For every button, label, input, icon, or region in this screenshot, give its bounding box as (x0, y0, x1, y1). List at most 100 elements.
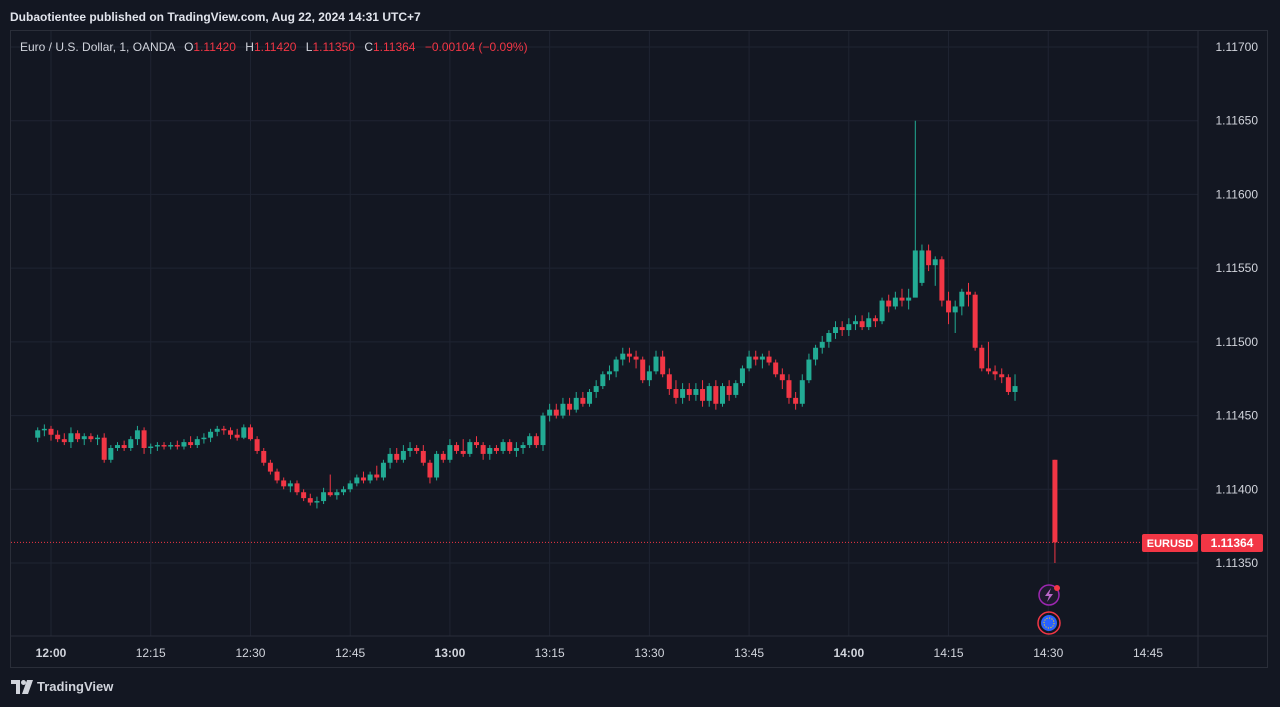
candle-body (360, 477, 366, 481)
candle-body (886, 300, 892, 307)
candle-body (380, 462, 386, 478)
candle (826, 330, 832, 348)
price-axis: 1.11700 1.11650 1.11600 1.11550 1.11500 1.114… (1216, 40, 1259, 570)
candle (394, 448, 400, 463)
candle-body (374, 474, 380, 478)
candle (560, 397, 566, 419)
candle (208, 428, 214, 443)
candle (859, 315, 865, 331)
candle (154, 442, 160, 451)
candle (886, 294, 892, 313)
candle-body (613, 359, 619, 372)
candle-body (281, 480, 287, 487)
grid-lines (11, 31, 1198, 636)
candle (360, 471, 366, 484)
candle (912, 120, 918, 298)
candle (753, 350, 759, 366)
candle (985, 341, 991, 375)
chart-frame[interactable] (10, 30, 1268, 668)
candle-body (493, 448, 499, 451)
candle (700, 380, 706, 407)
candle-body (573, 397, 579, 410)
eu-flag-event-icon[interactable] (1037, 611, 1061, 635)
candle (766, 350, 772, 366)
candle (247, 424, 253, 441)
candle (759, 353, 765, 369)
candle (1052, 459, 1058, 563)
candle-body (846, 324, 852, 331)
x-tick-label: 13:45 (734, 646, 764, 660)
candle-body (134, 430, 140, 440)
candle-body (879, 300, 885, 322)
candle-body (208, 431, 214, 438)
event-icons (1037, 584, 1061, 635)
candle-body (254, 439, 260, 451)
candle-body (965, 291, 971, 295)
candle (367, 471, 373, 484)
candle (999, 368, 1005, 384)
candle-body (567, 403, 573, 410)
axis-separators (11, 31, 1267, 667)
candle (899, 288, 905, 307)
tradingview-logo[interactable]: TradingView (11, 679, 113, 694)
candle-body (267, 462, 273, 472)
candle (354, 474, 360, 487)
candle (108, 445, 114, 463)
candle-body (221, 428, 227, 431)
candle (420, 445, 426, 466)
candle (739, 365, 745, 387)
candle-body (620, 353, 626, 360)
candle (786, 374, 792, 404)
close-value: 1.11364 (372, 40, 416, 54)
candle (114, 442, 120, 451)
candle (713, 380, 719, 410)
candle-body (334, 492, 340, 496)
candle (680, 383, 686, 404)
candle (261, 448, 267, 466)
x-tick-label: 12:15 (136, 646, 166, 660)
candle (48, 425, 54, 441)
candle (414, 445, 420, 454)
candle-body (766, 356, 772, 363)
candle (879, 297, 885, 325)
x-tick-label: 12:45 (335, 646, 365, 660)
candle (965, 282, 971, 307)
y-tick-label: 1.11400 (1216, 482, 1259, 496)
candle-body (673, 389, 679, 398)
candle-body (547, 409, 553, 416)
x-tick-label: 14:00 (833, 646, 864, 660)
candle (88, 433, 94, 443)
candle-body (693, 389, 699, 395)
x-tick-label: 12:00 (36, 646, 67, 660)
candle (447, 439, 453, 463)
candle-body (108, 448, 114, 460)
candle (946, 291, 952, 325)
candle (553, 403, 559, 419)
candle-body (859, 321, 865, 328)
candle-body (786, 380, 792, 398)
candle (460, 439, 466, 457)
low-label: L (305, 40, 313, 54)
candle (620, 347, 626, 366)
symbol-description: Euro / U.S. Dollar, 1, OANDA (20, 40, 175, 54)
lightning-event-icon[interactable] (1038, 584, 1060, 606)
candle (161, 442, 167, 450)
candle (400, 445, 406, 463)
candle (267, 459, 273, 475)
candle-body (95, 437, 101, 440)
candle (527, 433, 533, 449)
candle (660, 350, 666, 378)
x-tick-label: 13:30 (634, 646, 664, 660)
candle (640, 356, 646, 384)
candle-body (719, 386, 725, 404)
candle (1012, 374, 1018, 401)
candle-body (420, 450, 426, 463)
candle (833, 321, 839, 339)
candle (241, 424, 247, 440)
candle (440, 450, 446, 463)
candle (281, 477, 287, 490)
candle-body (341, 489, 347, 493)
candle (75, 430, 81, 443)
candle-body (480, 445, 486, 454)
